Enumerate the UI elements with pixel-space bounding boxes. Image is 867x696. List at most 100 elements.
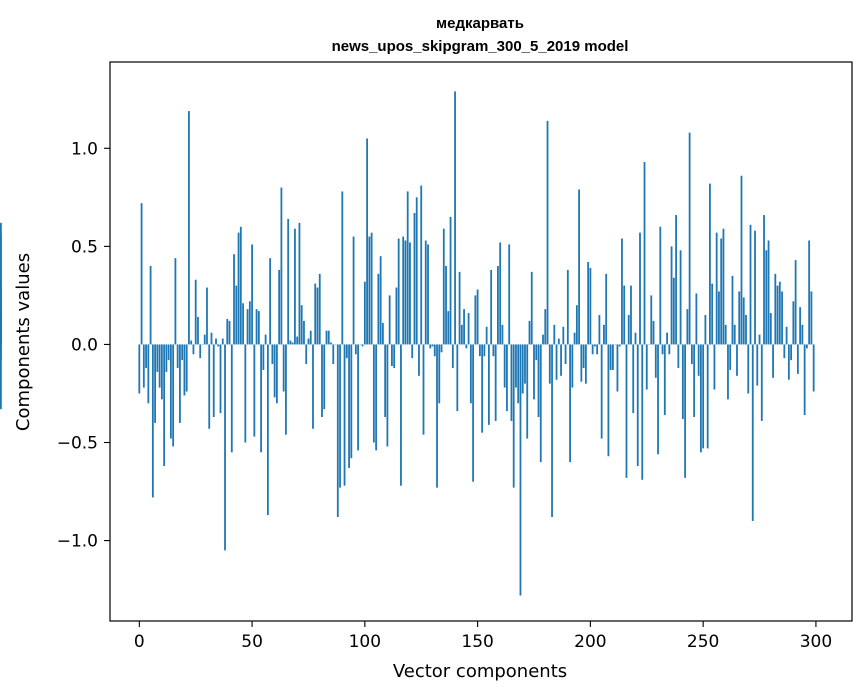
bar (224, 344, 226, 551)
bar (440, 344, 443, 353)
bar (463, 309, 465, 345)
x-tick-label: 0 (134, 632, 145, 652)
bar (492, 344, 495, 357)
bar (666, 332, 668, 345)
bar (501, 324, 504, 345)
bar (404, 240, 407, 345)
bar (596, 344, 599, 355)
y-tick-label: 0.5 (71, 237, 98, 257)
bar (469, 344, 472, 404)
bar (183, 344, 186, 396)
bar (142, 344, 145, 388)
bar (557, 338, 560, 345)
bar (167, 344, 170, 361)
bar (688, 132, 691, 345)
bar (343, 344, 346, 486)
bar (330, 342, 332, 345)
bar (494, 344, 497, 421)
bar (233, 254, 235, 345)
bar (769, 313, 772, 345)
bar (206, 287, 208, 345)
bar (607, 344, 610, 457)
bar (174, 258, 177, 345)
bar (650, 295, 653, 345)
bar (490, 269, 493, 345)
bar (591, 344, 594, 355)
bar (0, 344, 2, 410)
y-tick-label: 1.0 (71, 139, 98, 159)
bar (593, 344, 596, 347)
x-axis-ticks: 0 50 100 150 200 250 300 (134, 621, 832, 652)
bar (318, 273, 321, 345)
bar (442, 228, 445, 345)
bar (736, 344, 738, 376)
x-tick-label: 300 (800, 632, 832, 652)
bar (424, 240, 427, 345)
bar (179, 344, 181, 423)
bar (738, 291, 741, 345)
y-axis-ticks: −1.0 −0.5 0.0 0.5 1.0 (57, 139, 110, 552)
bar (564, 344, 567, 365)
bar (154, 344, 156, 423)
bar (451, 344, 454, 368)
bar (805, 344, 808, 349)
bar (758, 334, 761, 345)
bar (749, 224, 752, 345)
bar (357, 344, 359, 451)
bar (366, 138, 368, 345)
bar (282, 344, 285, 392)
bar (580, 344, 583, 382)
bar (612, 344, 614, 370)
bar (361, 344, 364, 347)
bar (485, 326, 488, 345)
bar (803, 344, 806, 416)
bar (257, 311, 260, 345)
bar (323, 344, 326, 410)
bar (181, 344, 184, 361)
bar (253, 344, 256, 437)
bar (706, 344, 709, 449)
bar (515, 344, 517, 388)
bar (533, 344, 535, 400)
bar (476, 289, 479, 345)
bar (400, 344, 402, 486)
bars-group (0, 91, 815, 596)
bar (165, 344, 168, 372)
bar (381, 322, 384, 345)
bar (226, 318, 229, 345)
bar (327, 330, 330, 345)
bar (339, 344, 341, 488)
bar (156, 344, 159, 372)
bar (429, 344, 432, 349)
bar (418, 344, 420, 376)
y-tick-label: −1.0 (57, 532, 98, 552)
bar (695, 293, 698, 345)
bar (264, 334, 267, 345)
bar (309, 330, 312, 345)
bar (212, 344, 215, 418)
bar (208, 344, 211, 429)
bar (278, 269, 281, 345)
bar (623, 285, 626, 345)
bar (262, 344, 265, 370)
bar (781, 291, 783, 345)
bar (147, 344, 150, 404)
bar (409, 242, 411, 345)
bar (248, 301, 251, 345)
bar (654, 344, 657, 378)
bar (582, 344, 585, 368)
bar (578, 189, 580, 345)
bar (526, 344, 529, 439)
bar (345, 344, 348, 359)
bar (228, 320, 231, 345)
bar (598, 315, 601, 345)
bar (785, 326, 788, 345)
bar (255, 309, 258, 345)
bar (704, 315, 707, 345)
bar (192, 344, 195, 355)
bar (630, 285, 632, 345)
bar (221, 338, 224, 345)
bar (465, 344, 468, 349)
bar (188, 111, 190, 345)
